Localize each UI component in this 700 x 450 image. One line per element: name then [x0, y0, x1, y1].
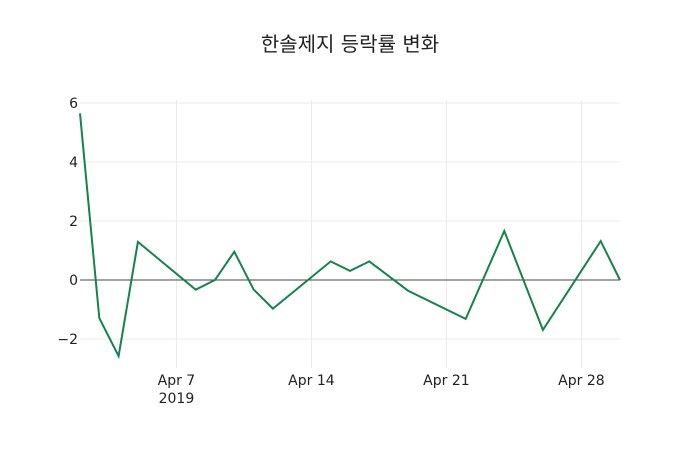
- y-axis: 6 4 2 0 −2: [57, 96, 78, 348]
- y-tick-label: 6: [69, 96, 78, 112]
- grid-lines: [80, 100, 620, 368]
- y-tick-label: −2: [57, 332, 78, 348]
- series-line: [79, 113, 621, 360]
- x-tick-label: Apr 7: [158, 373, 196, 389]
- x-tick-label: Apr 14: [288, 373, 335, 389]
- y-tick-label: 4: [69, 155, 78, 171]
- y-tick-label: 2: [69, 214, 78, 230]
- x-tick-year: 2019: [159, 391, 195, 407]
- chart-title: 한솔제지 등락률 변화: [260, 32, 440, 56]
- x-tick-label: Apr 28: [558, 373, 604, 389]
- y-tick-label: 0: [69, 273, 78, 289]
- x-tick-label: Apr 21: [423, 373, 469, 389]
- x-axis: Apr 7 2019 Apr 14 Apr 21 Apr 28: [158, 373, 605, 407]
